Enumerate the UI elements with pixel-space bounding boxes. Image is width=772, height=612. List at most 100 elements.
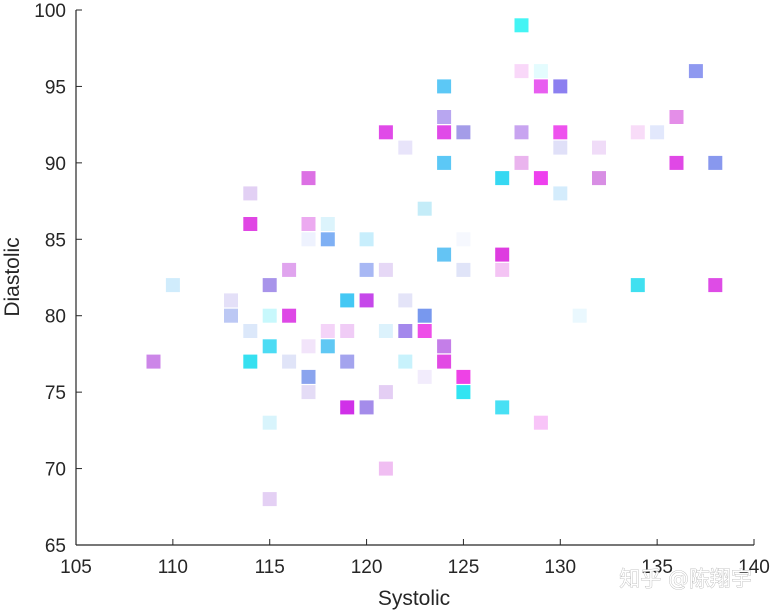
data-point-67 xyxy=(146,354,161,369)
data-point-81 xyxy=(495,400,510,415)
data-point-79 xyxy=(340,400,355,415)
data-point-83 xyxy=(533,415,548,430)
data-point-43 xyxy=(495,262,510,277)
data-point-71 xyxy=(398,354,413,369)
data-point-11 xyxy=(456,125,471,140)
data-point-21 xyxy=(669,155,684,170)
data-point-65 xyxy=(320,339,335,354)
data-point-85 xyxy=(262,492,277,507)
x-tick-label-3: 120 xyxy=(351,557,383,578)
data-point-0 xyxy=(514,18,529,33)
data-point-28 xyxy=(553,186,568,201)
data-point-5 xyxy=(533,79,548,94)
data-point-8 xyxy=(669,110,684,124)
data-point-17 xyxy=(553,140,568,155)
data-point-41 xyxy=(378,262,393,277)
x-axis-label: Systolic xyxy=(378,587,450,610)
data-point-33 xyxy=(301,232,316,247)
data-point-47 xyxy=(708,278,723,293)
data-point-52 xyxy=(224,308,238,323)
data-point-50 xyxy=(359,293,374,308)
x-tick-label-6: 135 xyxy=(641,557,673,578)
data-point-76 xyxy=(301,385,316,400)
data-point-61 xyxy=(398,324,413,338)
data-point-44 xyxy=(165,278,180,293)
data-point-25 xyxy=(533,171,548,186)
data-point-69 xyxy=(282,354,297,369)
axes: 105 110 115 120 125 130 135 140 65 70 75 80 85 90 95 1… xyxy=(34,1,770,578)
data-point-46 xyxy=(630,278,645,293)
data-point-59 xyxy=(340,324,355,338)
data-point-42 xyxy=(456,262,471,277)
y-tick-label-1: 70 xyxy=(45,460,66,481)
data-point-7 xyxy=(437,110,452,124)
y-tick-label-0: 65 xyxy=(45,536,66,557)
data-point-75 xyxy=(456,369,471,384)
data-point-48 xyxy=(224,293,238,308)
y-tick-label-5: 90 xyxy=(45,154,66,175)
data-point-34 xyxy=(320,232,335,247)
data-point-60 xyxy=(378,324,393,338)
data-point-30 xyxy=(243,217,258,231)
data-point-54 xyxy=(282,308,297,323)
data-point-27 xyxy=(243,186,258,201)
data-point-35 xyxy=(359,232,374,247)
data-point-10 xyxy=(437,125,452,140)
data-point-72 xyxy=(437,354,452,369)
data-point-4 xyxy=(437,79,452,94)
y-axis-label: Diastolic xyxy=(1,237,24,316)
data-point-9 xyxy=(378,125,393,140)
data-point-39 xyxy=(282,262,297,277)
data-point-1 xyxy=(514,64,529,79)
data-point-78 xyxy=(456,385,471,400)
markers-layer xyxy=(146,18,723,507)
data-point-13 xyxy=(553,125,568,140)
data-point-37 xyxy=(437,247,452,262)
data-point-14 xyxy=(630,125,645,140)
data-point-62 xyxy=(417,324,432,338)
data-point-64 xyxy=(301,339,316,354)
x-tick-label-2: 115 xyxy=(255,557,285,578)
data-point-6 xyxy=(553,79,568,94)
x-tick-label-7: 140 xyxy=(738,557,770,578)
data-point-36 xyxy=(456,232,471,247)
watermark-text: 知乎 @陈翔宇 xyxy=(619,567,752,591)
data-point-55 xyxy=(417,308,432,323)
data-point-82 xyxy=(262,415,277,430)
data-point-23 xyxy=(301,171,316,186)
x-tick-label-4: 125 xyxy=(448,557,480,578)
data-point-32 xyxy=(320,217,335,231)
data-point-18 xyxy=(592,140,606,155)
x-ticks: 105 110 115 120 125 130 135 140 xyxy=(60,539,770,578)
y-ticks: 65 70 75 80 85 90 95 100 xyxy=(34,1,82,557)
y-tick-label-6: 95 xyxy=(45,77,66,98)
data-point-24 xyxy=(495,171,510,186)
y-tick-label-7: 100 xyxy=(34,1,66,22)
y-tick-label-2: 75 xyxy=(45,383,66,404)
data-point-80 xyxy=(359,400,374,415)
y-tick-label-4: 85 xyxy=(45,230,66,251)
data-point-12 xyxy=(514,125,529,140)
data-point-16 xyxy=(398,140,413,155)
data-point-15 xyxy=(650,125,665,140)
data-point-58 xyxy=(320,324,335,338)
data-point-20 xyxy=(514,155,529,170)
data-point-70 xyxy=(340,354,355,369)
data-point-51 xyxy=(398,293,413,308)
data-point-40 xyxy=(359,262,374,277)
data-point-19 xyxy=(437,155,452,170)
data-point-3 xyxy=(688,64,703,79)
data-point-26 xyxy=(592,171,606,186)
y-tick-label-3: 80 xyxy=(45,307,66,328)
data-point-56 xyxy=(572,308,587,323)
data-point-73 xyxy=(301,369,316,384)
data-point-66 xyxy=(437,339,452,354)
data-point-68 xyxy=(243,354,258,369)
data-point-53 xyxy=(262,308,277,323)
data-point-45 xyxy=(262,278,277,293)
data-point-31 xyxy=(301,217,316,231)
x-tick-label-5: 130 xyxy=(544,557,576,578)
data-point-84 xyxy=(378,461,393,476)
